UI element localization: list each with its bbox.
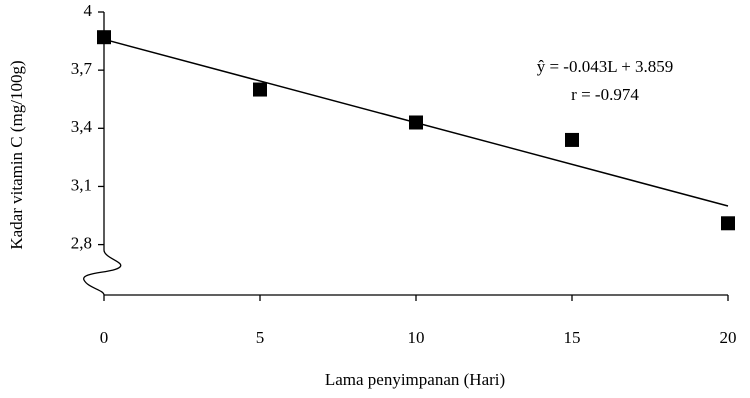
y-tick-label: 3,7 bbox=[71, 59, 93, 78]
y-axis-label: Kadar vitamin C (mg/100g) bbox=[7, 60, 26, 249]
x-tick-label: 0 bbox=[100, 328, 109, 347]
x-tick-label: 5 bbox=[256, 328, 265, 347]
y-tick-label: 3,4 bbox=[71, 117, 93, 136]
x-axis-label: Lama penyimpanan (Hari) bbox=[325, 370, 505, 389]
point bbox=[565, 132, 579, 147]
annotation: ŷ = -0.043L + 3.859 bbox=[537, 57, 674, 76]
point bbox=[253, 82, 267, 97]
y-tick-label: 3,1 bbox=[71, 175, 92, 194]
x-tick-label: 15 bbox=[564, 328, 581, 347]
point bbox=[409, 115, 423, 130]
point bbox=[97, 30, 111, 45]
annotation: r = -0.974 bbox=[571, 85, 639, 104]
x-tick-label: 20 bbox=[720, 328, 737, 347]
axis-break bbox=[83, 249, 122, 296]
y-tick-label: 2,8 bbox=[71, 234, 92, 253]
point bbox=[721, 216, 735, 231]
x-tick-label: 10 bbox=[408, 328, 425, 347]
y-tick-label: 4 bbox=[84, 1, 93, 20]
